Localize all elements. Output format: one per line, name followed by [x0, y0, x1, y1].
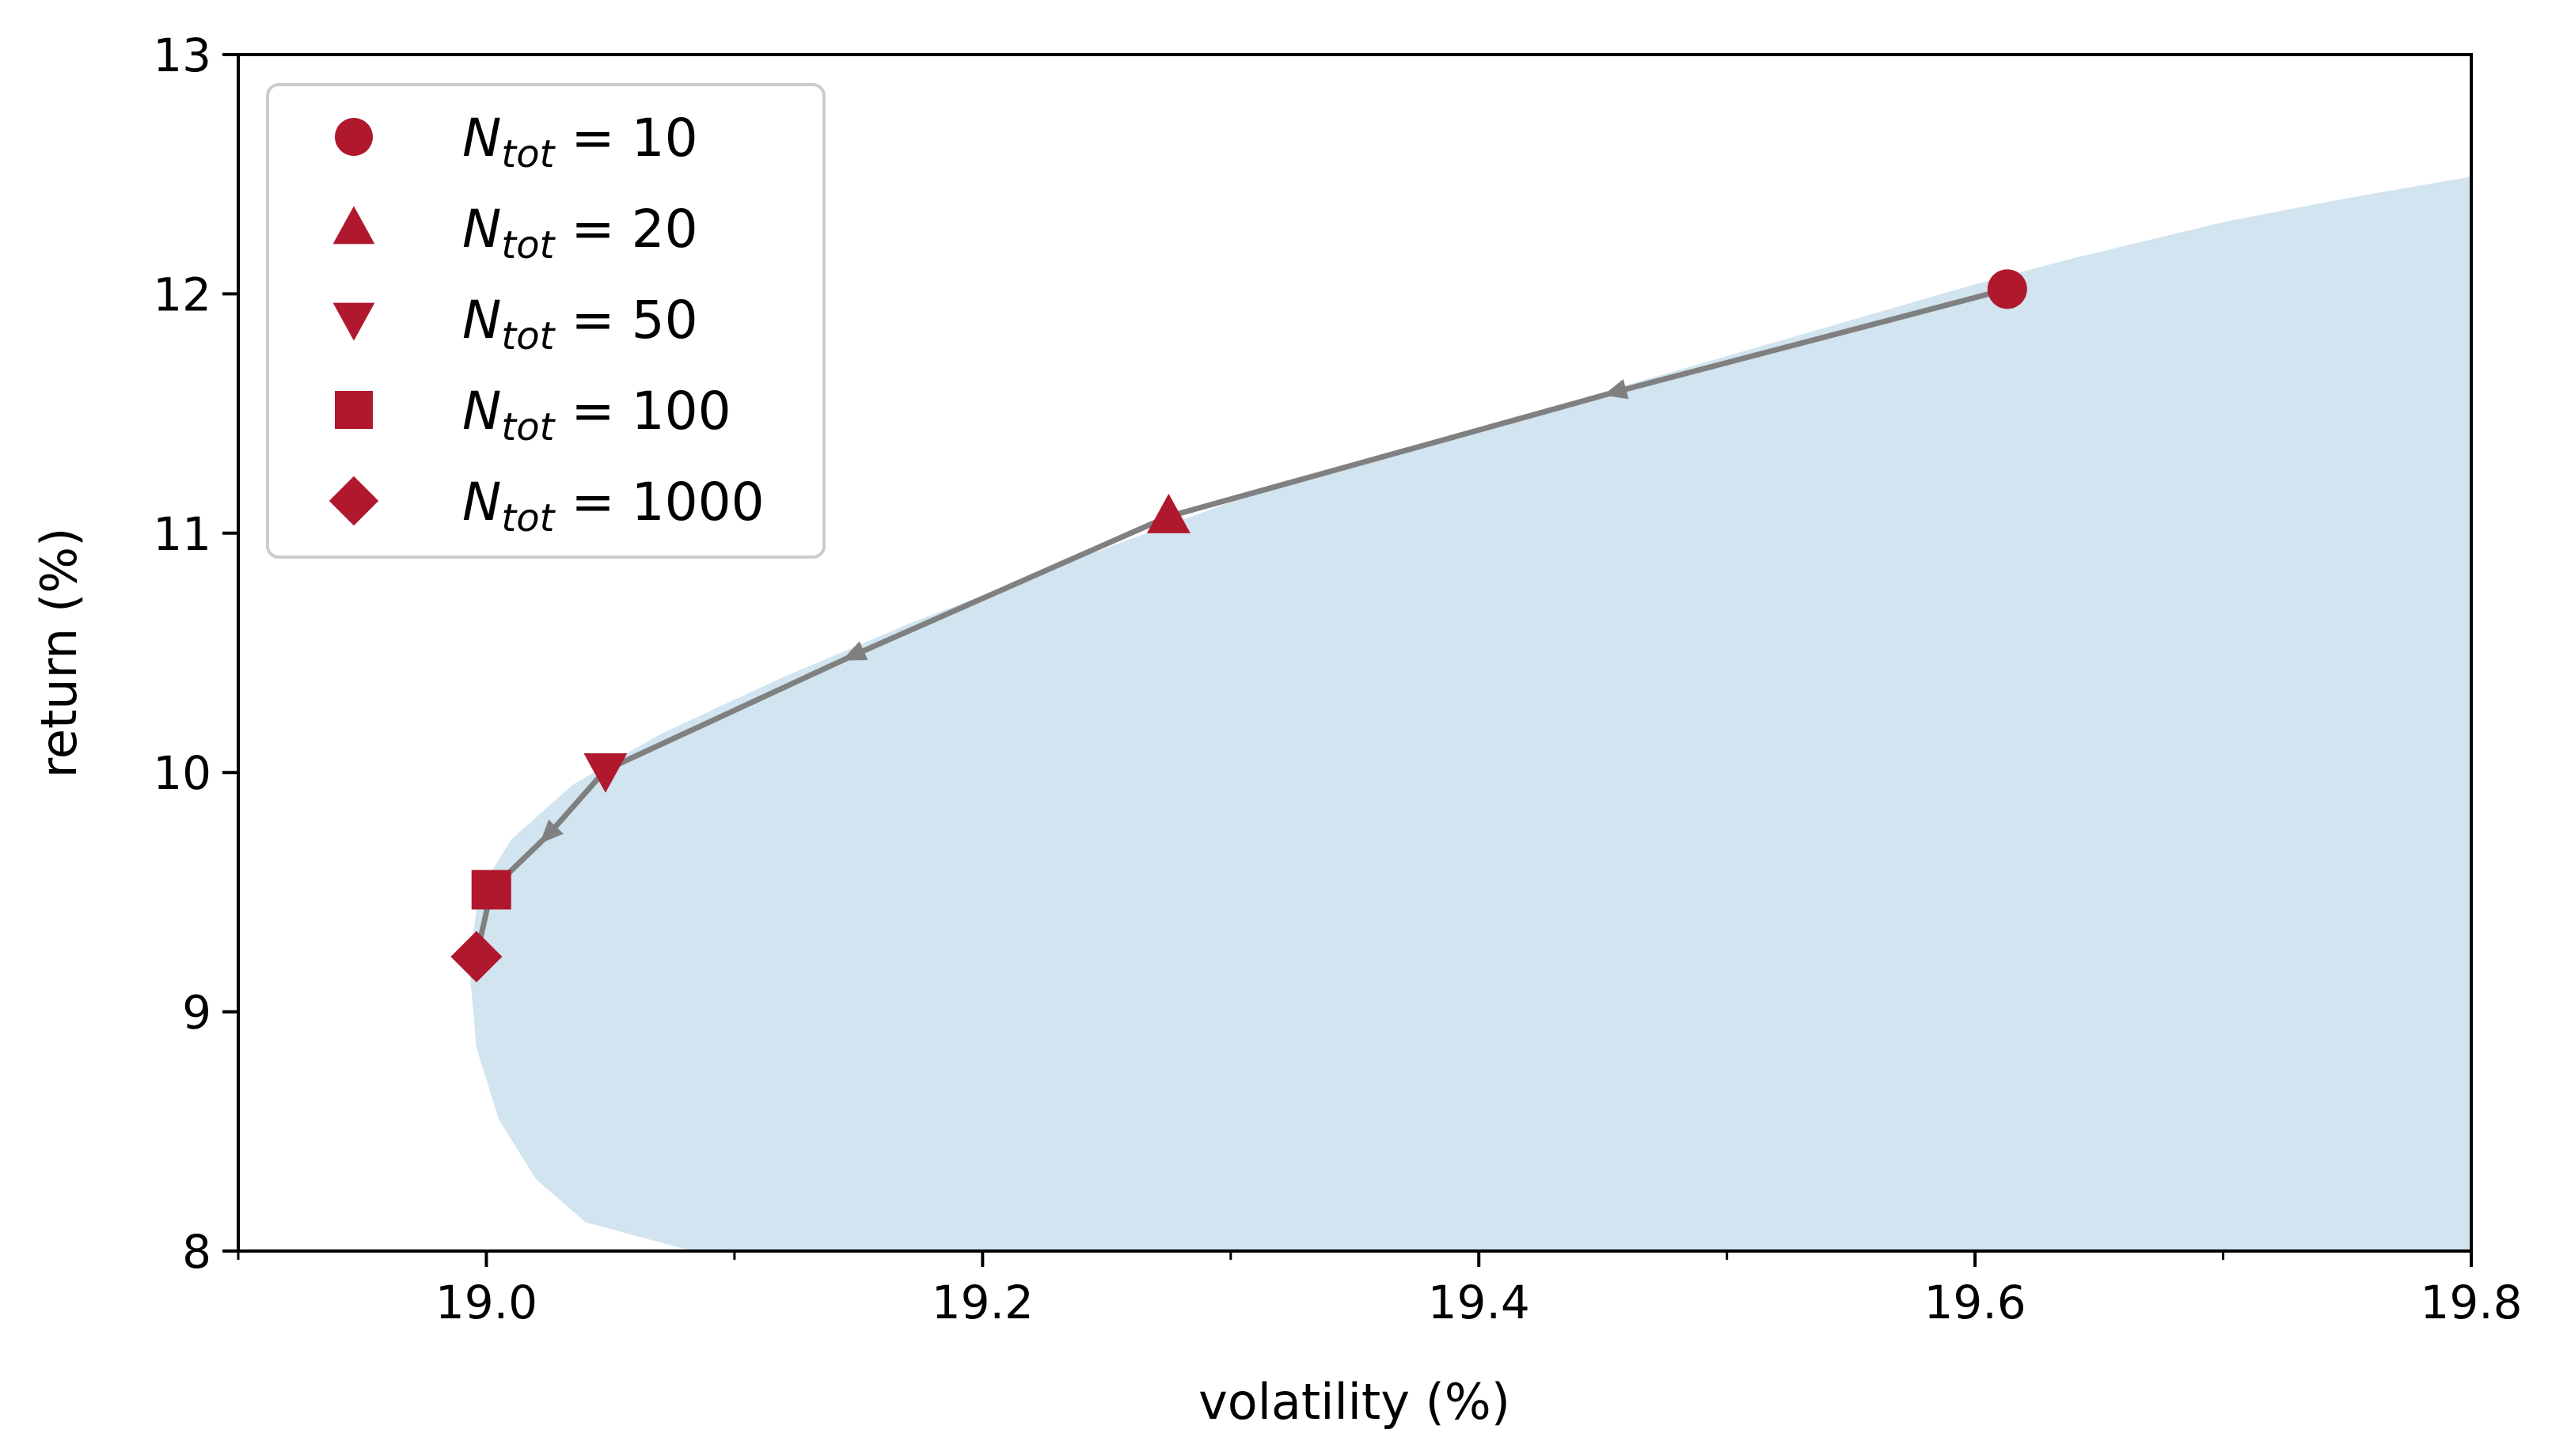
- x-tick-label: 19.8: [2420, 1276, 2522, 1329]
- path-arrow: [1603, 379, 1629, 400]
- legend-label: Ntot = 20: [462, 199, 698, 267]
- legend-marker-square: [335, 391, 373, 429]
- legend-marker-circle: [335, 118, 373, 156]
- legend-entry: Ntot = 10: [335, 108, 698, 176]
- marker-triangle-up-20: [1146, 493, 1191, 533]
- y-tick-label: 10: [153, 746, 211, 800]
- feasible-region: [469, 176, 2471, 1251]
- x-axis: 19.0 19.2 19.4 19.6 19.8: [237, 1251, 2523, 1329]
- legend-marker-diamond: [328, 476, 379, 526]
- legend-marker-triangle-down: [332, 302, 375, 341]
- legend-label: Ntot = 50: [462, 290, 698, 358]
- y-tick-label: 9: [182, 986, 211, 1040]
- feasible-region-area: [469, 176, 2471, 1251]
- legend-box: [266, 83, 826, 559]
- legend-label: Ntot = 100: [462, 381, 731, 449]
- marker-square-100: [471, 870, 511, 910]
- legend: Ntot = 10 Ntot = 20 Ntot = 50 Ntot = 100 Nto…: [266, 83, 826, 559]
- y-tick-label: 13: [153, 28, 211, 82]
- legend-entry: Ntot = 50: [332, 290, 698, 358]
- marker-circle-10: [1987, 269, 2027, 309]
- legend-entry: Ntot = 20: [332, 199, 698, 267]
- y-tick-label: 8: [182, 1225, 211, 1279]
- y-axis: 8 9 10 11 12 13: [153, 28, 238, 1279]
- legend-label: Ntot = 1000: [462, 472, 765, 540]
- legend-marker-triangle-up: [332, 206, 375, 245]
- legend-entry: Ntot = 1000: [328, 472, 765, 540]
- marker-triangle-down-50: [583, 753, 628, 793]
- x-tick-label: 19.6: [1924, 1276, 2026, 1329]
- data-markers: [450, 269, 2027, 983]
- y-tick-label: 11: [153, 507, 211, 561]
- y-axis-label: return (%): [30, 528, 88, 779]
- plot-frame: [237, 53, 2473, 1253]
- x-axis-label: volatility (%): [1198, 1373, 1510, 1431]
- path-arrow: [539, 819, 564, 844]
- legend-label: Ntot = 10: [462, 108, 698, 176]
- x-tick-label: 19.0: [435, 1276, 537, 1329]
- y-tick-label: 12: [153, 267, 211, 321]
- x-tick-label: 19.2: [932, 1276, 1034, 1329]
- legend-entry: Ntot = 100: [335, 381, 731, 449]
- path-arrow: [841, 641, 868, 661]
- marker-diamond-1000: [450, 931, 503, 983]
- x-tick-label: 19.4: [1428, 1276, 1530, 1329]
